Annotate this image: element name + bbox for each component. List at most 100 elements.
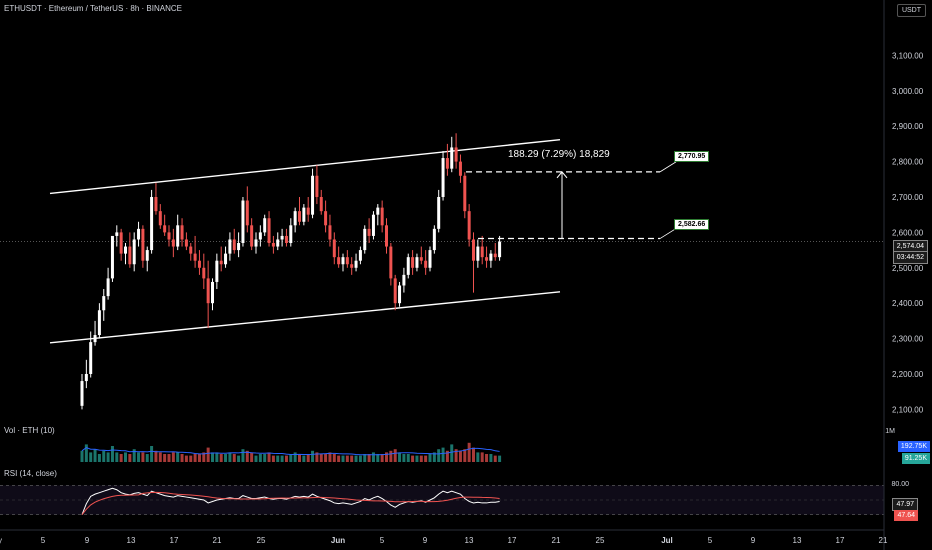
candle-body: [80, 381, 84, 406]
candle-body: [319, 196, 323, 212]
volume-bar: [258, 454, 262, 462]
volume-bar: [315, 452, 319, 462]
measure-tool[interactable]: [466, 161, 677, 240]
volume-bar: [202, 452, 206, 462]
volume-bar: [271, 455, 275, 462]
candle-body: [276, 239, 280, 247]
volume-axis-max: 1M: [885, 428, 895, 435]
volume-bar: [154, 450, 158, 462]
price-axis-bg: [884, 0, 932, 550]
rsi-ma-line: [81, 491, 500, 515]
x-tick-label: 5: [708, 536, 713, 545]
candle-body: [341, 257, 345, 265]
candles: [80, 133, 502, 410]
candle-body: [454, 147, 458, 162]
candle-body: [93, 335, 97, 343]
countdown-tag: 03:44:52: [892, 251, 928, 264]
y-tick-label: 2,500.00: [892, 264, 924, 273]
candle-body: [171, 239, 175, 247]
volume-bar: [228, 452, 232, 462]
volume-bar: [306, 454, 310, 462]
volume-bar: [241, 449, 245, 462]
candle-body: [110, 235, 114, 279]
candle-body: [145, 250, 149, 261]
volume-bar: [445, 450, 449, 462]
volume-bar: [158, 452, 162, 462]
candle-body: [298, 211, 301, 222]
volume-bar: [476, 452, 480, 462]
volume-bar: [437, 449, 441, 462]
volume-bar: [289, 454, 293, 462]
volume-bar: [411, 455, 415, 462]
volume-bar: [197, 454, 201, 462]
candle-body: [89, 342, 93, 374]
candle-body: [389, 246, 393, 279]
rsi-label: RSI (14, close): [4, 469, 57, 478]
candle-body: [158, 211, 162, 226]
volume-bar: [180, 454, 184, 462]
y-tick-label: 2,700.00: [892, 193, 924, 202]
x-tick-label: 21: [879, 536, 888, 545]
upper-label-leader: [659, 161, 677, 173]
candle-body: [302, 207, 306, 222]
candle-body: [245, 200, 249, 226]
candle-body: [419, 257, 423, 261]
candle-body: [424, 260, 428, 268]
volume-bar: [337, 455, 341, 462]
volume-bar: [498, 455, 502, 462]
volume-bar: [485, 454, 489, 462]
candle-body: [345, 257, 349, 265]
volume-bar: [141, 452, 145, 462]
volume-bar: [298, 454, 301, 462]
candle-body: [289, 225, 293, 244]
rsi-ma-tag: 47.64: [894, 510, 918, 521]
volume-bar: [428, 454, 432, 462]
candle-body: [189, 246, 193, 254]
volume-bar: [293, 452, 297, 462]
rsi-axis-80: 80.00: [891, 481, 909, 488]
volume-bar: [263, 454, 267, 462]
candle-body: [332, 239, 336, 258]
volume-bar: [284, 455, 288, 462]
candle-body: [428, 250, 432, 268]
candle-body: [184, 239, 188, 247]
volume-bar: [354, 455, 358, 462]
volume-bar: [93, 449, 97, 462]
currency-button[interactable]: USDT: [896, 4, 926, 17]
candle-body: [211, 281, 214, 304]
upper-price-label: 2,770.95: [674, 151, 710, 162]
x-tick-label: 25: [257, 536, 266, 545]
volume-bar: [472, 447, 475, 462]
measure-text: 188.29 (7.29%) 18,829: [508, 149, 610, 160]
rsi-band: [0, 485, 884, 515]
candle-body: [432, 228, 436, 251]
candle-body: [176, 225, 180, 247]
candle-body: [206, 278, 210, 304]
channel-upper: [49, 138, 561, 195]
candle-body: [363, 228, 367, 251]
candle-body: [280, 235, 284, 240]
candle-body: [493, 253, 497, 258]
time-axis[interactable]: May 5 9 13 17 21 25 Jun 5 9 13 17 21 25 Jul 5 9 13 17 21: [0, 529, 888, 545]
candle-body: [163, 225, 167, 233]
candle-body: [489, 253, 493, 261]
rsi-pane: [0, 485, 884, 515]
volume-bar: [215, 452, 219, 462]
candle-body: [119, 232, 123, 254]
candle-body: [154, 196, 158, 212]
x-tick-label: 5: [41, 536, 46, 545]
volume-bar: [110, 446, 114, 462]
candle-body: [97, 310, 101, 336]
candle-body: [315, 175, 319, 197]
price-axis[interactable]: 3,100.00 3,000.00 2,900.00 2,800.00 2,700.00…: [883, 0, 932, 550]
volume-bar: [119, 454, 123, 462]
volume-bar: [211, 452, 214, 462]
volume-bar: [84, 444, 88, 462]
trendlines[interactable]: [49, 138, 561, 344]
candle-body: [137, 228, 141, 240]
candle-body: [371, 214, 375, 236]
candle-body: [84, 373, 88, 382]
volume-bar: [406, 454, 410, 462]
volume-bar: [132, 449, 136, 462]
